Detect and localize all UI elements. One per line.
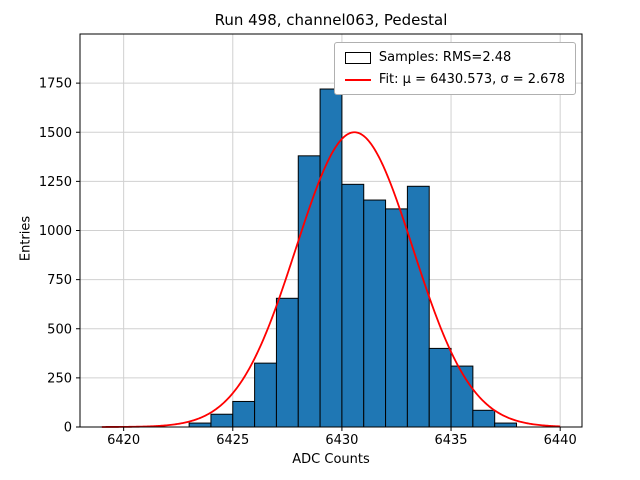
legend-fit-label: Fit: μ = 6430.573, σ = 2.678 <box>378 72 565 87</box>
legend: Samples: RMS=2.48 Fit: μ = 6430.573, σ =… <box>333 42 576 95</box>
histogram-bar <box>188 422 212 428</box>
histogram-bar <box>406 185 430 428</box>
x-tick-label: 6425 <box>216 433 249 448</box>
histogram-bar <box>297 155 321 428</box>
legend-entry-fit: Fit: μ = 6430.573, σ = 2.678 <box>344 72 565 87</box>
legend-samples-label: Samples: RMS=2.48 <box>378 50 512 65</box>
y-axis-label: Entries <box>18 215 34 262</box>
legend-fit-line-icon <box>344 78 371 81</box>
histogram-bar <box>275 297 299 428</box>
histogram-bar <box>232 400 256 428</box>
y-tick-label: 0 <box>64 421 72 436</box>
legend-entry-samples: Samples: RMS=2.48 <box>344 50 565 65</box>
y-tick-label: 250 <box>47 371 72 386</box>
x-tick-label: 6440 <box>544 433 577 448</box>
histogram-bar <box>254 362 277 428</box>
histogram-bar <box>363 199 387 428</box>
x-tick-label: 6430 <box>325 433 358 448</box>
x-tick-label: 6435 <box>434 433 467 448</box>
histogram-bar <box>341 183 365 428</box>
x-tick-label: 6420 <box>107 433 140 448</box>
histogram-bar <box>385 208 408 428</box>
histogram-bar <box>472 409 496 428</box>
y-tick-label: 1250 <box>39 175 72 190</box>
histogram-bar <box>210 413 234 428</box>
x-axis-label: ADC Counts <box>292 452 370 467</box>
legend-samples-swatch-icon <box>344 51 371 64</box>
histogram-bar <box>494 422 518 428</box>
histogram-bar <box>450 365 474 428</box>
histogram-bar <box>428 347 452 428</box>
histogram-bar <box>319 88 343 428</box>
y-tick-label: 750 <box>47 273 72 288</box>
chart-title: Run 498, channel063, Pedestal <box>214 11 448 29</box>
y-tick-label: 1500 <box>39 126 72 141</box>
fit-curve <box>101 131 561 428</box>
y-tick-label: 1750 <box>39 77 72 92</box>
y-tick-label: 500 <box>47 322 72 337</box>
y-tick-label: 1000 <box>39 224 72 239</box>
